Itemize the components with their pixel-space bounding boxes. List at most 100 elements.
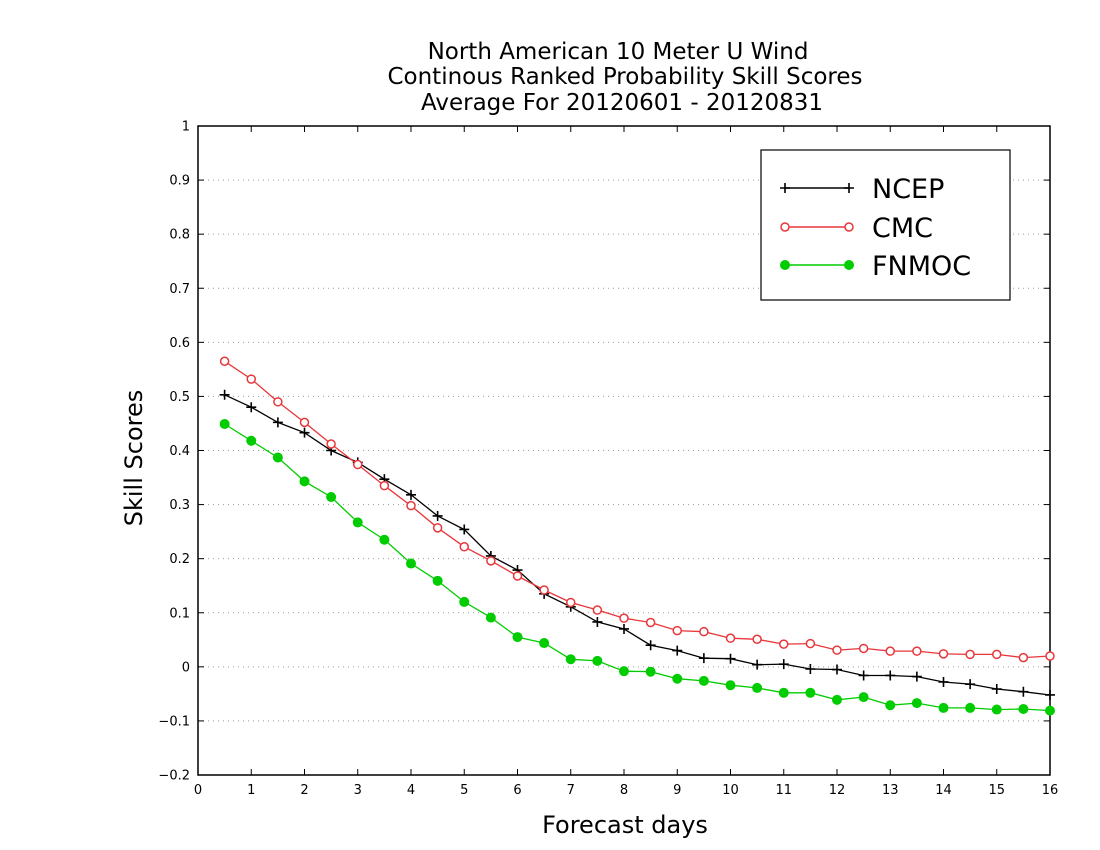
y-tick-label: 0.7 bbox=[169, 282, 190, 297]
data-point-fnmoc bbox=[1045, 705, 1055, 716]
y-tick-label: 0.5 bbox=[169, 390, 190, 405]
data-point-cmc bbox=[1018, 652, 1029, 663]
x-tick-label: 14 bbox=[935, 783, 952, 798]
x-tick-label: 5 bbox=[460, 783, 468, 798]
data-point-fnmoc bbox=[991, 704, 1002, 715]
legend-label-fnmoc: FNMOC bbox=[872, 251, 971, 282]
data-point-fnmoc bbox=[352, 517, 363, 528]
data-point-cmc bbox=[432, 523, 443, 533]
legend-marker-fnmoc bbox=[780, 260, 790, 270]
data-point-cmc bbox=[965, 649, 975, 660]
data-point-ncep bbox=[645, 640, 656, 651]
data-point-cmc bbox=[273, 397, 283, 407]
x-tick-label: 9 bbox=[673, 783, 681, 798]
data-point-fnmoc bbox=[619, 666, 629, 677]
data-point-ncep bbox=[778, 659, 789, 670]
x-axis-ticks: 0 1 2 3 4 5 6 7 8 9 10 11 12 13 14 15 16 bbox=[194, 126, 1058, 798]
data-point-cmc bbox=[832, 645, 842, 655]
x-tick-label: 0 bbox=[194, 783, 202, 798]
legend-label-cmc: CMC bbox=[872, 213, 933, 244]
data-point-cmc bbox=[699, 626, 709, 637]
data-point-fnmoc bbox=[752, 682, 763, 693]
data-point-ncep bbox=[592, 616, 603, 627]
data-point-ncep bbox=[459, 524, 470, 535]
legend: NCEP CMC FNMOC bbox=[760, 149, 1011, 301]
data-point-fnmoc bbox=[406, 558, 416, 569]
data-point-cmc bbox=[246, 374, 256, 384]
data-point-cmc bbox=[725, 633, 736, 643]
series-line-ncep bbox=[224, 394, 1051, 696]
data-point-cmc bbox=[512, 571, 523, 581]
data-point-fnmoc bbox=[1018, 704, 1029, 715]
data-point-cmc bbox=[459, 542, 469, 552]
legend-marker-ncep bbox=[780, 183, 790, 193]
legend-marker-cmc bbox=[780, 222, 790, 232]
series-line-fnmoc bbox=[224, 423, 1051, 712]
data-point-cmc bbox=[592, 605, 603, 615]
data-point-cmc bbox=[1045, 651, 1055, 661]
data-point-ncep bbox=[299, 427, 310, 438]
x-tick-label: 15 bbox=[988, 783, 1005, 798]
y-tick-label: 0.6 bbox=[169, 336, 190, 351]
x-tick-label: 6 bbox=[513, 783, 521, 798]
x-tick-label: 11 bbox=[775, 783, 792, 798]
data-point-cmc bbox=[219, 356, 230, 367]
x-tick-label: 1 bbox=[247, 783, 255, 798]
series-cmc bbox=[219, 356, 1055, 663]
data-point-fnmoc bbox=[885, 700, 896, 711]
data-point-cmc bbox=[992, 649, 1002, 660]
data-point-fnmoc bbox=[672, 673, 683, 684]
data-point-ncep bbox=[752, 659, 763, 670]
data-point-cmc bbox=[326, 439, 336, 449]
y-tick-label: 0.1 bbox=[169, 606, 190, 621]
data-point-cmc bbox=[779, 639, 789, 649]
data-point-cmc bbox=[353, 459, 363, 470]
x-tick-label: 10 bbox=[722, 783, 739, 798]
data-point-fnmoc bbox=[805, 687, 816, 698]
x-axis-label: Forecast days bbox=[542, 811, 708, 839]
data-point-fnmoc bbox=[965, 702, 976, 713]
data-point-ncep bbox=[672, 645, 683, 656]
y-tick-label: 0.3 bbox=[169, 498, 190, 513]
data-point-cmc bbox=[805, 638, 816, 649]
legend-marker-fnmoc bbox=[844, 260, 854, 270]
legend-marker-cmc bbox=[844, 222, 854, 232]
data-point-cmc bbox=[619, 613, 629, 623]
data-point-fnmoc bbox=[219, 418, 230, 429]
data-point-fnmoc bbox=[539, 638, 550, 649]
data-point-fnmoc bbox=[592, 655, 603, 666]
data-point-fnmoc bbox=[698, 675, 709, 686]
y-tick-label: −0.2 bbox=[158, 769, 190, 784]
data-point-ncep bbox=[858, 670, 869, 681]
x-tick-label: 4 bbox=[407, 783, 415, 798]
data-point-cmc bbox=[672, 625, 682, 636]
data-point-cmc bbox=[379, 480, 390, 491]
legend-entry-cmc: CMC bbox=[780, 213, 933, 244]
data-point-fnmoc bbox=[938, 702, 949, 713]
data-point-fnmoc bbox=[379, 534, 390, 545]
y-tick-label: 1 bbox=[182, 120, 190, 135]
y-tick-label: −0.1 bbox=[158, 714, 190, 729]
data-point-fnmoc bbox=[778, 687, 789, 698]
data-point-cmc bbox=[938, 649, 949, 659]
data-point-cmc bbox=[885, 646, 895, 656]
legend-entry-fnmoc: FNMOC bbox=[780, 251, 971, 282]
data-point-fnmoc bbox=[432, 575, 443, 586]
data-point-ncep bbox=[406, 489, 416, 500]
x-tick-label: 13 bbox=[882, 783, 899, 798]
data-series bbox=[219, 356, 1055, 716]
x-tick-label: 3 bbox=[354, 783, 362, 798]
chart-title-line-2: Continous Ranked Probability Skill Score… bbox=[387, 64, 862, 90]
data-point-fnmoc bbox=[459, 596, 470, 607]
legend-label-ncep: NCEP bbox=[872, 174, 944, 205]
data-point-ncep bbox=[619, 623, 629, 634]
data-point-cmc bbox=[299, 417, 310, 428]
x-tick-label: 16 bbox=[1042, 783, 1059, 798]
y-tick-label: 0.2 bbox=[169, 552, 190, 567]
legend-box bbox=[760, 149, 1011, 301]
data-point-fnmoc bbox=[858, 692, 869, 703]
data-point-ncep bbox=[1045, 689, 1055, 700]
data-point-ncep bbox=[911, 671, 922, 682]
chart-title-line-3: Average For 20120601 - 20120831 bbox=[421, 90, 823, 116]
